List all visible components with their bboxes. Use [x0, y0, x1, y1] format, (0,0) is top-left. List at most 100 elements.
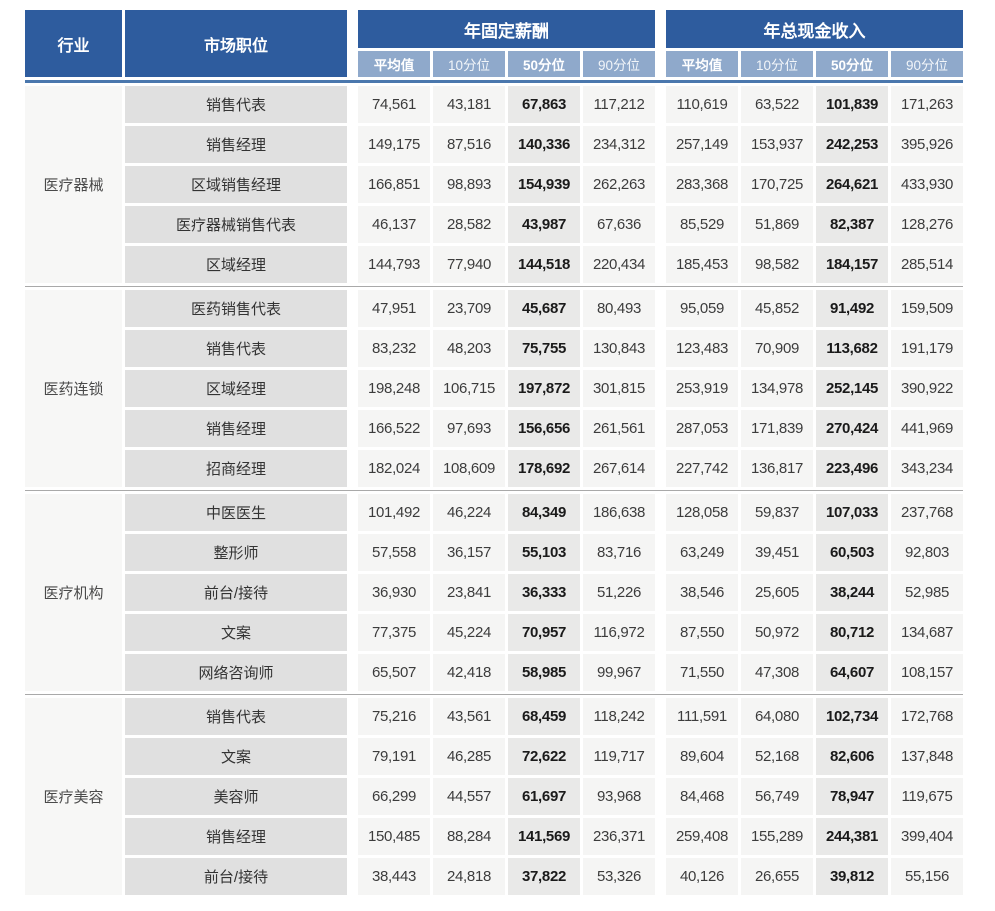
- total-avg-value: 287,053: [666, 410, 738, 447]
- column-gap: [658, 858, 663, 895]
- column-gap: [350, 246, 355, 283]
- total-p10-value: 52,168: [741, 738, 813, 775]
- total-p10-value: 59,837: [741, 494, 813, 531]
- fixed-p50-value: 197,872: [508, 370, 580, 407]
- total-avg-value: 253,919: [666, 370, 738, 407]
- header-total-p90: 90分位: [891, 51, 963, 77]
- total-avg-value: 85,529: [666, 206, 738, 243]
- fixed-avg-value: 77,375: [358, 614, 430, 651]
- fixed-p50-value: 84,349: [508, 494, 580, 531]
- column-gap: [658, 698, 663, 735]
- column-gap: [350, 370, 355, 407]
- total-p90-value: 52,985: [891, 574, 963, 611]
- header-spacer-left: [350, 10, 355, 77]
- column-gap: [350, 494, 355, 531]
- column-gap: [658, 738, 663, 775]
- total-p90-value: 395,926: [891, 126, 963, 163]
- fixed-p90-value: 118,242: [583, 698, 655, 735]
- fixed-p90-value: 130,843: [583, 330, 655, 367]
- fixed-p90-value: 80,493: [583, 290, 655, 327]
- column-gap: [658, 494, 663, 531]
- total-p90-value: 441,969: [891, 410, 963, 447]
- fixed-p90-value: 261,561: [583, 410, 655, 447]
- header-fixed-p50: 50分位: [508, 51, 580, 77]
- column-gap: [658, 818, 663, 855]
- fixed-p90-value: 53,326: [583, 858, 655, 895]
- total-p10-value: 64,080: [741, 698, 813, 735]
- position-label: 前台/接待: [125, 574, 347, 611]
- column-gap: [658, 370, 663, 407]
- table-row: 区域经理 198,248 106,715 197,872 301,815 253,919 1…: [25, 370, 963, 407]
- table-row: 区域经理 144,793 77,940 144,518 220,434 185,453 98…: [25, 246, 963, 283]
- fixed-p50-value: 67,863: [508, 86, 580, 123]
- fixed-avg-value: 38,443: [358, 858, 430, 895]
- column-gap: [350, 166, 355, 203]
- fixed-p50-value: 45,687: [508, 290, 580, 327]
- table-row: 销售经理 150,485 88,284 141,569 236,371 259,408 15…: [25, 818, 963, 855]
- position-label: 医疗器械销售代表: [125, 206, 347, 243]
- fixed-avg-value: 144,793: [358, 246, 430, 283]
- fixed-p50-value: 178,692: [508, 450, 580, 487]
- fixed-avg-value: 83,232: [358, 330, 430, 367]
- total-p50-value: 270,424: [816, 410, 888, 447]
- total-avg-value: 259,408: [666, 818, 738, 855]
- column-gap: [658, 534, 663, 571]
- total-p10-value: 26,655: [741, 858, 813, 895]
- fixed-avg-value: 75,216: [358, 698, 430, 735]
- column-gap: [658, 126, 663, 163]
- fixed-p90-value: 186,638: [583, 494, 655, 531]
- column-gap: [350, 614, 355, 651]
- group-separator-line: [25, 286, 963, 287]
- header-total-p50: 50分位: [816, 51, 888, 77]
- table-row: 前台/接待 36,930 23,841 36,333 51,226 38,546 25,60…: [25, 574, 963, 611]
- total-avg-value: 283,368: [666, 166, 738, 203]
- total-p10-value: 51,869: [741, 206, 813, 243]
- fixed-p10-value: 23,841: [433, 574, 505, 611]
- industry-label: 医疗器械: [25, 86, 122, 283]
- total-p90-value: 159,509: [891, 290, 963, 327]
- fixed-p10-value: 44,557: [433, 778, 505, 815]
- position-label: 区域经理: [125, 246, 347, 283]
- total-avg-value: 110,619: [666, 86, 738, 123]
- total-p90-value: 399,404: [891, 818, 963, 855]
- fixed-avg-value: 166,522: [358, 410, 430, 447]
- fixed-p10-value: 24,818: [433, 858, 505, 895]
- column-gap: [350, 450, 355, 487]
- total-p50-value: 82,387: [816, 206, 888, 243]
- fixed-avg-value: 166,851: [358, 166, 430, 203]
- fixed-p50-value: 75,755: [508, 330, 580, 367]
- total-p90-value: 191,179: [891, 330, 963, 367]
- column-gap: [658, 614, 663, 651]
- total-p90-value: 343,234: [891, 450, 963, 487]
- fixed-avg-value: 150,485: [358, 818, 430, 855]
- fixed-p50-value: 141,569: [508, 818, 580, 855]
- total-p10-value: 70,909: [741, 330, 813, 367]
- fixed-p90-value: 116,972: [583, 614, 655, 651]
- total-p50-value: 242,253: [816, 126, 888, 163]
- total-avg-value: 89,604: [666, 738, 738, 775]
- total-p50-value: 252,145: [816, 370, 888, 407]
- fixed-avg-value: 66,299: [358, 778, 430, 815]
- fixed-p90-value: 83,716: [583, 534, 655, 571]
- column-gap: [350, 738, 355, 775]
- header-underline-rule: [25, 80, 963, 83]
- total-p90-value: 128,276: [891, 206, 963, 243]
- total-avg-value: 128,058: [666, 494, 738, 531]
- fixed-p50-value: 37,822: [508, 858, 580, 895]
- group-separator-line: [25, 490, 963, 491]
- fixed-p90-value: 99,967: [583, 654, 655, 691]
- column-gap: [658, 450, 663, 487]
- position-label: 销售经理: [125, 410, 347, 447]
- fixed-p90-value: 262,263: [583, 166, 655, 203]
- header-underline-bar: [25, 80, 963, 83]
- fixed-p90-value: 236,371: [583, 818, 655, 855]
- header-fixed-p10: 10分位: [433, 51, 505, 77]
- position-label: 销售代表: [125, 698, 347, 735]
- salary-table: 行业 市场职位 年固定薪酬 年总现金收入 平均值 10分位 50分位 90分位 …: [22, 7, 966, 898]
- fixed-p10-value: 97,693: [433, 410, 505, 447]
- header-fixed-p90: 90分位: [583, 51, 655, 77]
- group-separator: [25, 490, 963, 491]
- total-p90-value: 433,930: [891, 166, 963, 203]
- total-p50-value: 264,621: [816, 166, 888, 203]
